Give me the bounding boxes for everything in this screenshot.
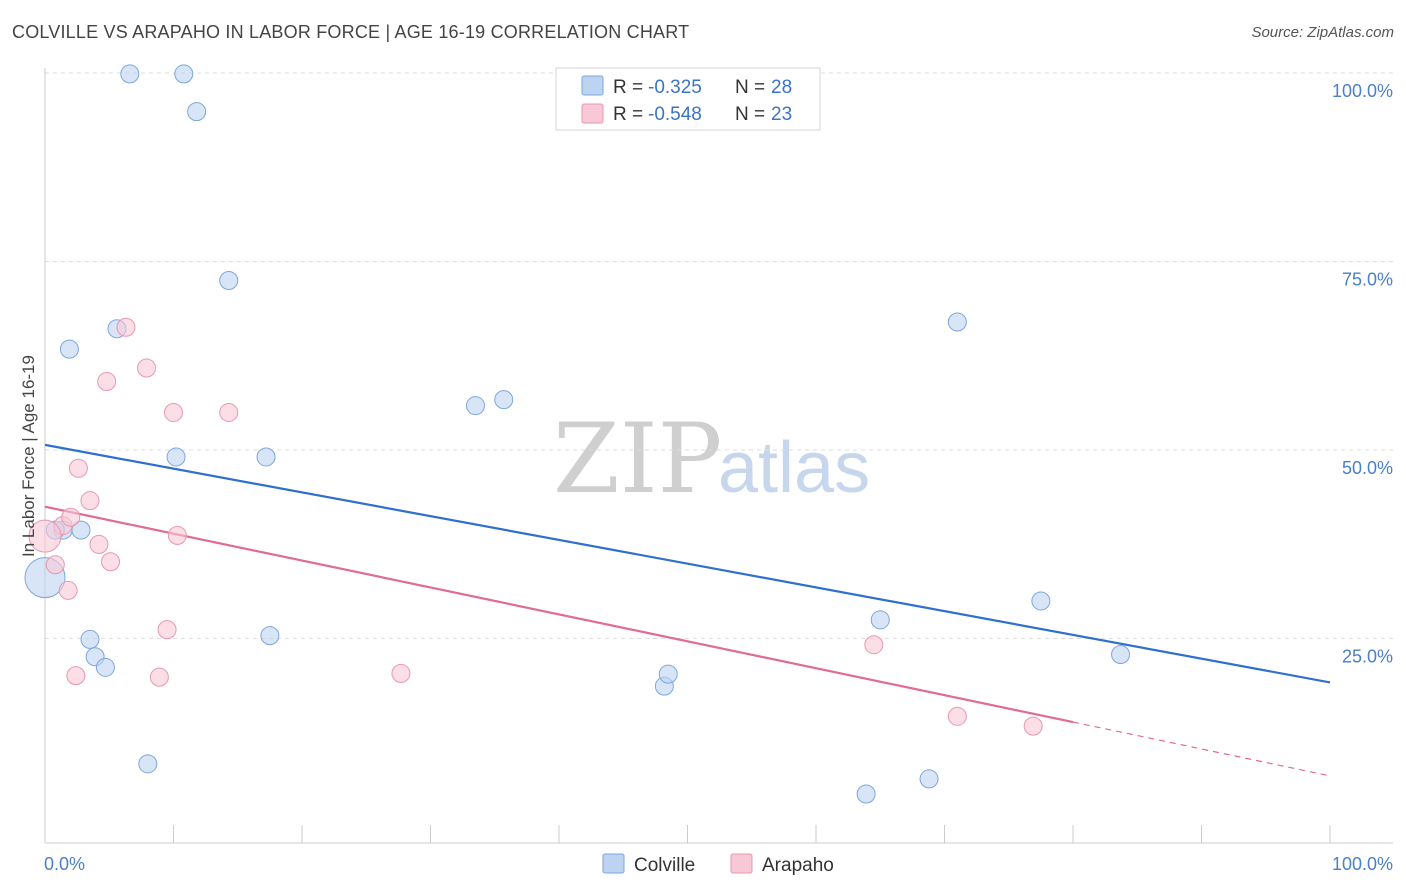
chart-title: COLVILLE VS ARAPAHO IN LABOR FORCE | AGE… (12, 22, 690, 42)
data-point-arapaho (149, 667, 169, 687)
series-legend-swatch-arapaho (730, 853, 753, 874)
data-point-colville (260, 626, 280, 646)
data-point-arapaho (864, 635, 884, 655)
x-tick-label-max: 100.0% (1332, 854, 1393, 874)
data-point-arapaho (1023, 716, 1043, 736)
series-legend-label-arapaho: Arapaho (762, 855, 834, 876)
data-point-colville (465, 396, 485, 416)
data-point-colville (919, 769, 939, 789)
data-point-colville (80, 629, 100, 649)
data-point-arapaho (116, 317, 136, 337)
data-points (24, 64, 1131, 804)
watermark: ZIP atlas (553, 403, 870, 515)
data-point-colville (138, 754, 158, 774)
data-point-colville (120, 64, 140, 84)
legend-n-value-colville: 28 (771, 77, 792, 98)
y-tick-labels: 25.0% 50.0% 75.0% 100.0% (1332, 81, 1393, 667)
series-legend-swatch-colville (602, 853, 625, 874)
data-point-arapaho (80, 491, 100, 511)
data-point-arapaho (45, 555, 65, 575)
data-point-arapaho (101, 552, 121, 572)
trend-line-colville (44, 443, 1331, 684)
y-tick-label-100: 100.0% (1332, 81, 1393, 101)
x-tick-label-min: 0.0% (44, 854, 85, 874)
data-point-colville (219, 271, 239, 291)
grid-lines (45, 72, 1393, 639)
watermark-zip: ZIP (553, 403, 722, 515)
data-point-arapaho (391, 663, 411, 683)
watermark-atlas: atlas (718, 428, 870, 508)
series-legend-label-colville: Colville (634, 855, 695, 876)
data-point-arapaho (164, 402, 183, 422)
axes (44, 68, 1393, 844)
data-point-colville (166, 447, 186, 467)
legend-n-label-colville: N = (735, 77, 765, 98)
data-point-arapaho (61, 507, 81, 527)
trend-lines (44, 443, 1331, 777)
y-axis-title: In Labor Force | Age 16-19 (19, 355, 38, 557)
legend-r-label-arapaho: R = (613, 104, 643, 125)
stats-legend: R = -0.325 N = 28 R = -0.548 N = 23 (555, 67, 821, 131)
data-point-colville (1031, 591, 1051, 611)
data-point-arapaho (58, 580, 78, 600)
data-point-colville (59, 339, 79, 359)
data-point-arapaho (157, 620, 177, 640)
trend-line-extension-arapaho (1072, 721, 1331, 777)
data-point-colville (174, 64, 194, 84)
y-tick-label-25: 25.0% (1342, 647, 1393, 667)
data-point-colville (256, 447, 276, 467)
source-credit: Source: ZipAtlas.com (1251, 24, 1394, 41)
data-point-colville (95, 657, 115, 677)
y-tick-label-50: 50.0% (1342, 458, 1393, 478)
legend-n-label-arapaho: N = (735, 104, 765, 125)
data-point-arapaho (28, 519, 62, 553)
legend-n-value-arapaho: 23 (771, 104, 792, 125)
data-point-colville (187, 102, 207, 122)
data-point-arapaho (66, 666, 86, 686)
data-point-arapaho (89, 534, 109, 554)
data-point-arapaho (97, 372, 117, 392)
legend-swatch-colville (581, 75, 604, 96)
data-point-arapaho (167, 525, 187, 545)
legend-r-value-colville: -0.325 (648, 77, 702, 98)
legend-swatch-arapaho (581, 103, 604, 124)
data-point-colville (658, 664, 678, 684)
data-point-colville (71, 520, 91, 540)
legend-r-label-colville: R = (613, 77, 643, 98)
series-legend: Colville Arapaho (602, 853, 834, 876)
y-tick-label-75: 75.0% (1342, 270, 1393, 290)
data-point-colville (856, 784, 876, 804)
data-point-arapaho (68, 458, 88, 478)
data-point-arapaho (219, 402, 239, 422)
data-point-colville (870, 610, 890, 630)
legend-r-value-arapaho: -0.548 (648, 104, 702, 125)
trend-line-arapaho (44, 505, 1074, 724)
data-point-colville (494, 390, 514, 410)
data-point-arapaho (137, 358, 157, 378)
data-point-colville (1111, 645, 1131, 664)
data-point-colville (947, 312, 967, 332)
data-point-arapaho (947, 706, 967, 726)
